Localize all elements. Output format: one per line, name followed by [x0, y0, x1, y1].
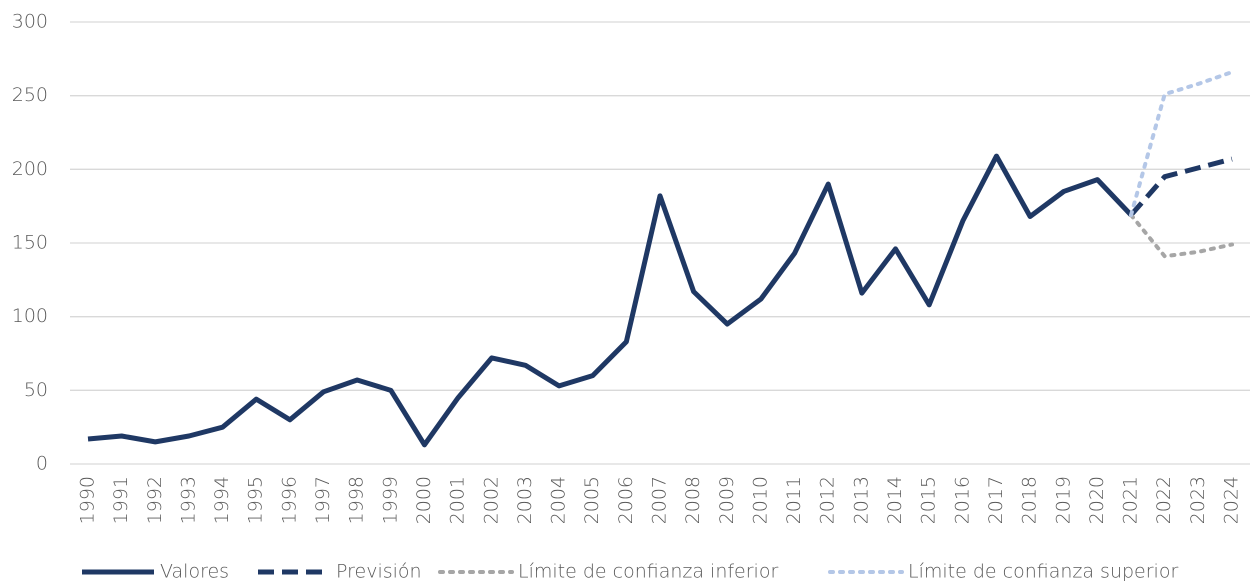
series-line [1129, 70, 1234, 218]
x-tick-label: 1993 [177, 476, 199, 524]
x-tick-label: 2011 [783, 476, 805, 524]
x-tick-label: 2004 [548, 476, 570, 524]
x-tick-label: 2012 [817, 476, 839, 524]
y-tick-label: 100 [12, 305, 48, 327]
y-tick-label: 150 [12, 232, 48, 254]
legend-label: Límite de confianza superior [908, 561, 1178, 583]
x-tick-label: 2000 [413, 476, 435, 524]
x-tick-label: 2009 [716, 476, 738, 524]
y-tick-label: 200 [12, 158, 48, 180]
y-tick-label: 250 [12, 84, 48, 106]
x-tick-label: 2002 [480, 476, 502, 524]
x-tick-label: 1995 [245, 476, 267, 524]
x-tick-label: 2006 [615, 476, 637, 524]
x-tick-label: 2010 [749, 476, 771, 524]
x-tick-label: 1996 [278, 476, 300, 524]
x-tick-label: 2013 [850, 476, 872, 524]
y-tick-label: 300 [12, 11, 48, 33]
x-tick-label: 1998 [346, 476, 368, 524]
y-tick-label: 50 [24, 379, 48, 401]
x-tick-label: 1994 [211, 476, 233, 524]
series-line [1129, 156, 1233, 217]
legend-label: Previsión [336, 561, 422, 583]
legend-label: Límite de confianza inferior [518, 561, 778, 583]
x-tick-label: 1991 [110, 476, 132, 524]
x-tick-label: 1992 [144, 476, 166, 524]
x-tick-label: 2018 [1019, 476, 1041, 524]
y-tick-label: 0 [36, 453, 48, 475]
x-tick-label: 1990 [77, 476, 99, 524]
x-tick-label: 2007 [649, 476, 671, 524]
x-tick-label: 2017 [985, 476, 1007, 524]
x-tick-label: 2008 [682, 476, 704, 524]
x-tick-label: 2023 [1187, 476, 1209, 524]
x-tick-label: 2019 [1052, 476, 1074, 524]
x-tick-label: 2014 [884, 476, 906, 524]
x-tick-label: 2021 [1120, 476, 1142, 524]
x-tick-label: 1999 [379, 476, 401, 524]
x-tick-label: 2015 [918, 476, 940, 524]
x-tick-label: 1997 [312, 476, 334, 524]
x-tick-label: 2005 [581, 476, 603, 524]
series-line [1129, 213, 1234, 259]
x-tick-label: 2020 [1086, 476, 1108, 524]
x-tick-label: 2024 [1221, 476, 1243, 524]
series-line [87, 153, 1133, 448]
x-tick-label: 2001 [447, 476, 469, 524]
legend-label: Valores [160, 561, 229, 583]
x-tick-label: 2022 [1153, 476, 1175, 524]
x-tick-label: 2003 [514, 476, 536, 524]
x-tick-label: 2016 [951, 476, 973, 524]
